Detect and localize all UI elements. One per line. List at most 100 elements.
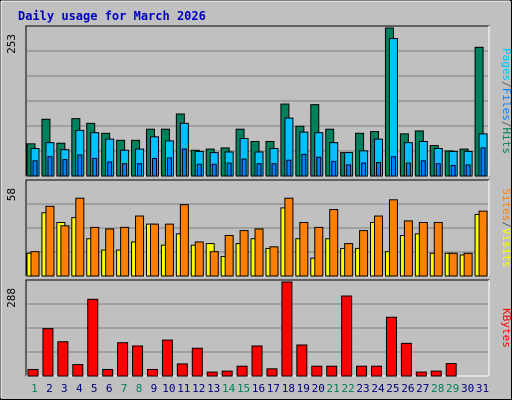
x-axis-day-label: 30 bbox=[461, 382, 474, 395]
kbytes-bar bbox=[356, 365, 368, 377]
sites-bar bbox=[90, 226, 100, 277]
sites-bar bbox=[448, 252, 458, 277]
x-axis-day-label: 11 bbox=[177, 382, 190, 395]
files-bar bbox=[122, 163, 128, 177]
kbytes-bar bbox=[191, 347, 203, 377]
kbytes-bar bbox=[445, 363, 457, 377]
files-bar bbox=[137, 163, 143, 177]
sites-bar bbox=[463, 252, 473, 277]
files-bar bbox=[62, 159, 68, 177]
kbytes-bar bbox=[27, 368, 39, 377]
x-axis-day-label: 7 bbox=[121, 382, 128, 395]
files-bar bbox=[480, 147, 486, 177]
x-axis-day-label: 19 bbox=[297, 382, 310, 395]
sites-bar bbox=[329, 209, 339, 277]
x-axis-day-label: 15 bbox=[237, 382, 250, 395]
x-axis-day-label: 12 bbox=[192, 382, 205, 395]
files-bar bbox=[226, 162, 232, 177]
sites-bar bbox=[359, 230, 369, 277]
legend-entry: KBytes bbox=[500, 308, 512, 348]
kbytes-bar bbox=[430, 370, 442, 377]
x-axis-day-label: 8 bbox=[136, 382, 143, 395]
x-axis-day-label: 28 bbox=[431, 382, 444, 395]
chart-title: Daily usage for March 2026 bbox=[18, 9, 206, 23]
files-bar bbox=[181, 148, 187, 177]
x-axis-day-label: 9 bbox=[151, 382, 158, 395]
right-axis-legend: Sites/Visits bbox=[500, 188, 512, 268]
legend-entry: / bbox=[500, 121, 512, 128]
y-axis-max-label: 288 bbox=[5, 288, 18, 308]
y-axis-max-label: 253 bbox=[5, 34, 18, 54]
kbytes-bar bbox=[117, 342, 129, 377]
sites-bar bbox=[254, 228, 264, 277]
files-bar bbox=[47, 156, 53, 177]
x-axis-day-label: 13 bbox=[207, 382, 220, 395]
sites-bar bbox=[30, 251, 40, 277]
kbytes-bar bbox=[385, 316, 397, 377]
right-axis-legend: KBytes bbox=[500, 308, 512, 348]
sites-bar bbox=[209, 251, 219, 277]
files-bar bbox=[256, 163, 262, 177]
kbytes-bar bbox=[236, 365, 248, 377]
kbytes-bar bbox=[132, 345, 144, 377]
files-bar bbox=[286, 159, 292, 177]
files-bar bbox=[450, 164, 456, 177]
x-axis-day-label: 6 bbox=[106, 382, 113, 395]
x-axis-day-label: 22 bbox=[341, 382, 354, 395]
files-bar bbox=[166, 157, 172, 177]
legend-entry: Files bbox=[500, 88, 512, 121]
files-bar bbox=[331, 160, 337, 177]
files-bar bbox=[241, 158, 247, 177]
kbytes-bar bbox=[281, 281, 293, 377]
pages-bar bbox=[388, 38, 398, 177]
sites-bar bbox=[239, 230, 249, 277]
kbytes-bar bbox=[176, 363, 188, 377]
x-axis-day-label: 31 bbox=[476, 382, 489, 395]
sites-bar bbox=[269, 246, 279, 277]
sites-bar bbox=[224, 234, 234, 277]
kbytes-bar bbox=[161, 339, 173, 377]
files-bar bbox=[301, 153, 307, 177]
sites-bar bbox=[135, 215, 145, 277]
sites-bar bbox=[194, 241, 204, 277]
x-axis-day-label: 20 bbox=[312, 382, 325, 395]
files-bar bbox=[420, 160, 426, 177]
sites-bar bbox=[314, 226, 324, 277]
legend-entry: Visits bbox=[500, 228, 512, 268]
x-axis-day-label: 25 bbox=[386, 382, 399, 395]
files-bar bbox=[107, 161, 113, 177]
sites-bar bbox=[478, 210, 488, 277]
kbytes-bar bbox=[266, 368, 278, 377]
kbytes-bar bbox=[72, 364, 84, 377]
sites-bar bbox=[403, 220, 413, 277]
sites-bar bbox=[374, 215, 384, 277]
right-axis-legend: Pages/Files/Hits bbox=[500, 48, 512, 154]
kbytes-bar bbox=[296, 344, 308, 377]
x-axis-day-label: 21 bbox=[327, 382, 340, 395]
kbytes-bar bbox=[206, 371, 218, 377]
legend-entry: / bbox=[500, 221, 512, 228]
files-bar bbox=[465, 164, 471, 177]
sites-bar bbox=[299, 222, 309, 277]
files-bar bbox=[271, 163, 277, 177]
files-bar bbox=[316, 156, 322, 177]
x-axis-day-label: 29 bbox=[446, 382, 459, 395]
legend-entry: Hits bbox=[500, 128, 512, 155]
x-axis-day-label: 23 bbox=[356, 382, 369, 395]
kbytes-bar bbox=[311, 365, 323, 377]
files-bar bbox=[435, 163, 441, 177]
x-axis-day-label: 3 bbox=[61, 382, 68, 395]
sites-bar bbox=[344, 243, 354, 277]
x-axis-day-label: 1 bbox=[31, 382, 38, 395]
x-axis-day-label: 16 bbox=[252, 382, 265, 395]
files-bar bbox=[92, 157, 98, 177]
legend-entry: / bbox=[500, 81, 512, 88]
sites-bar bbox=[164, 223, 174, 277]
kbytes-bar bbox=[146, 368, 158, 377]
sites-bar bbox=[45, 205, 55, 277]
x-axis-day-label: 18 bbox=[282, 382, 295, 395]
x-axis-day-label: 17 bbox=[267, 382, 280, 395]
legend-entry: Pages bbox=[500, 48, 512, 81]
sites-bar bbox=[418, 222, 428, 277]
